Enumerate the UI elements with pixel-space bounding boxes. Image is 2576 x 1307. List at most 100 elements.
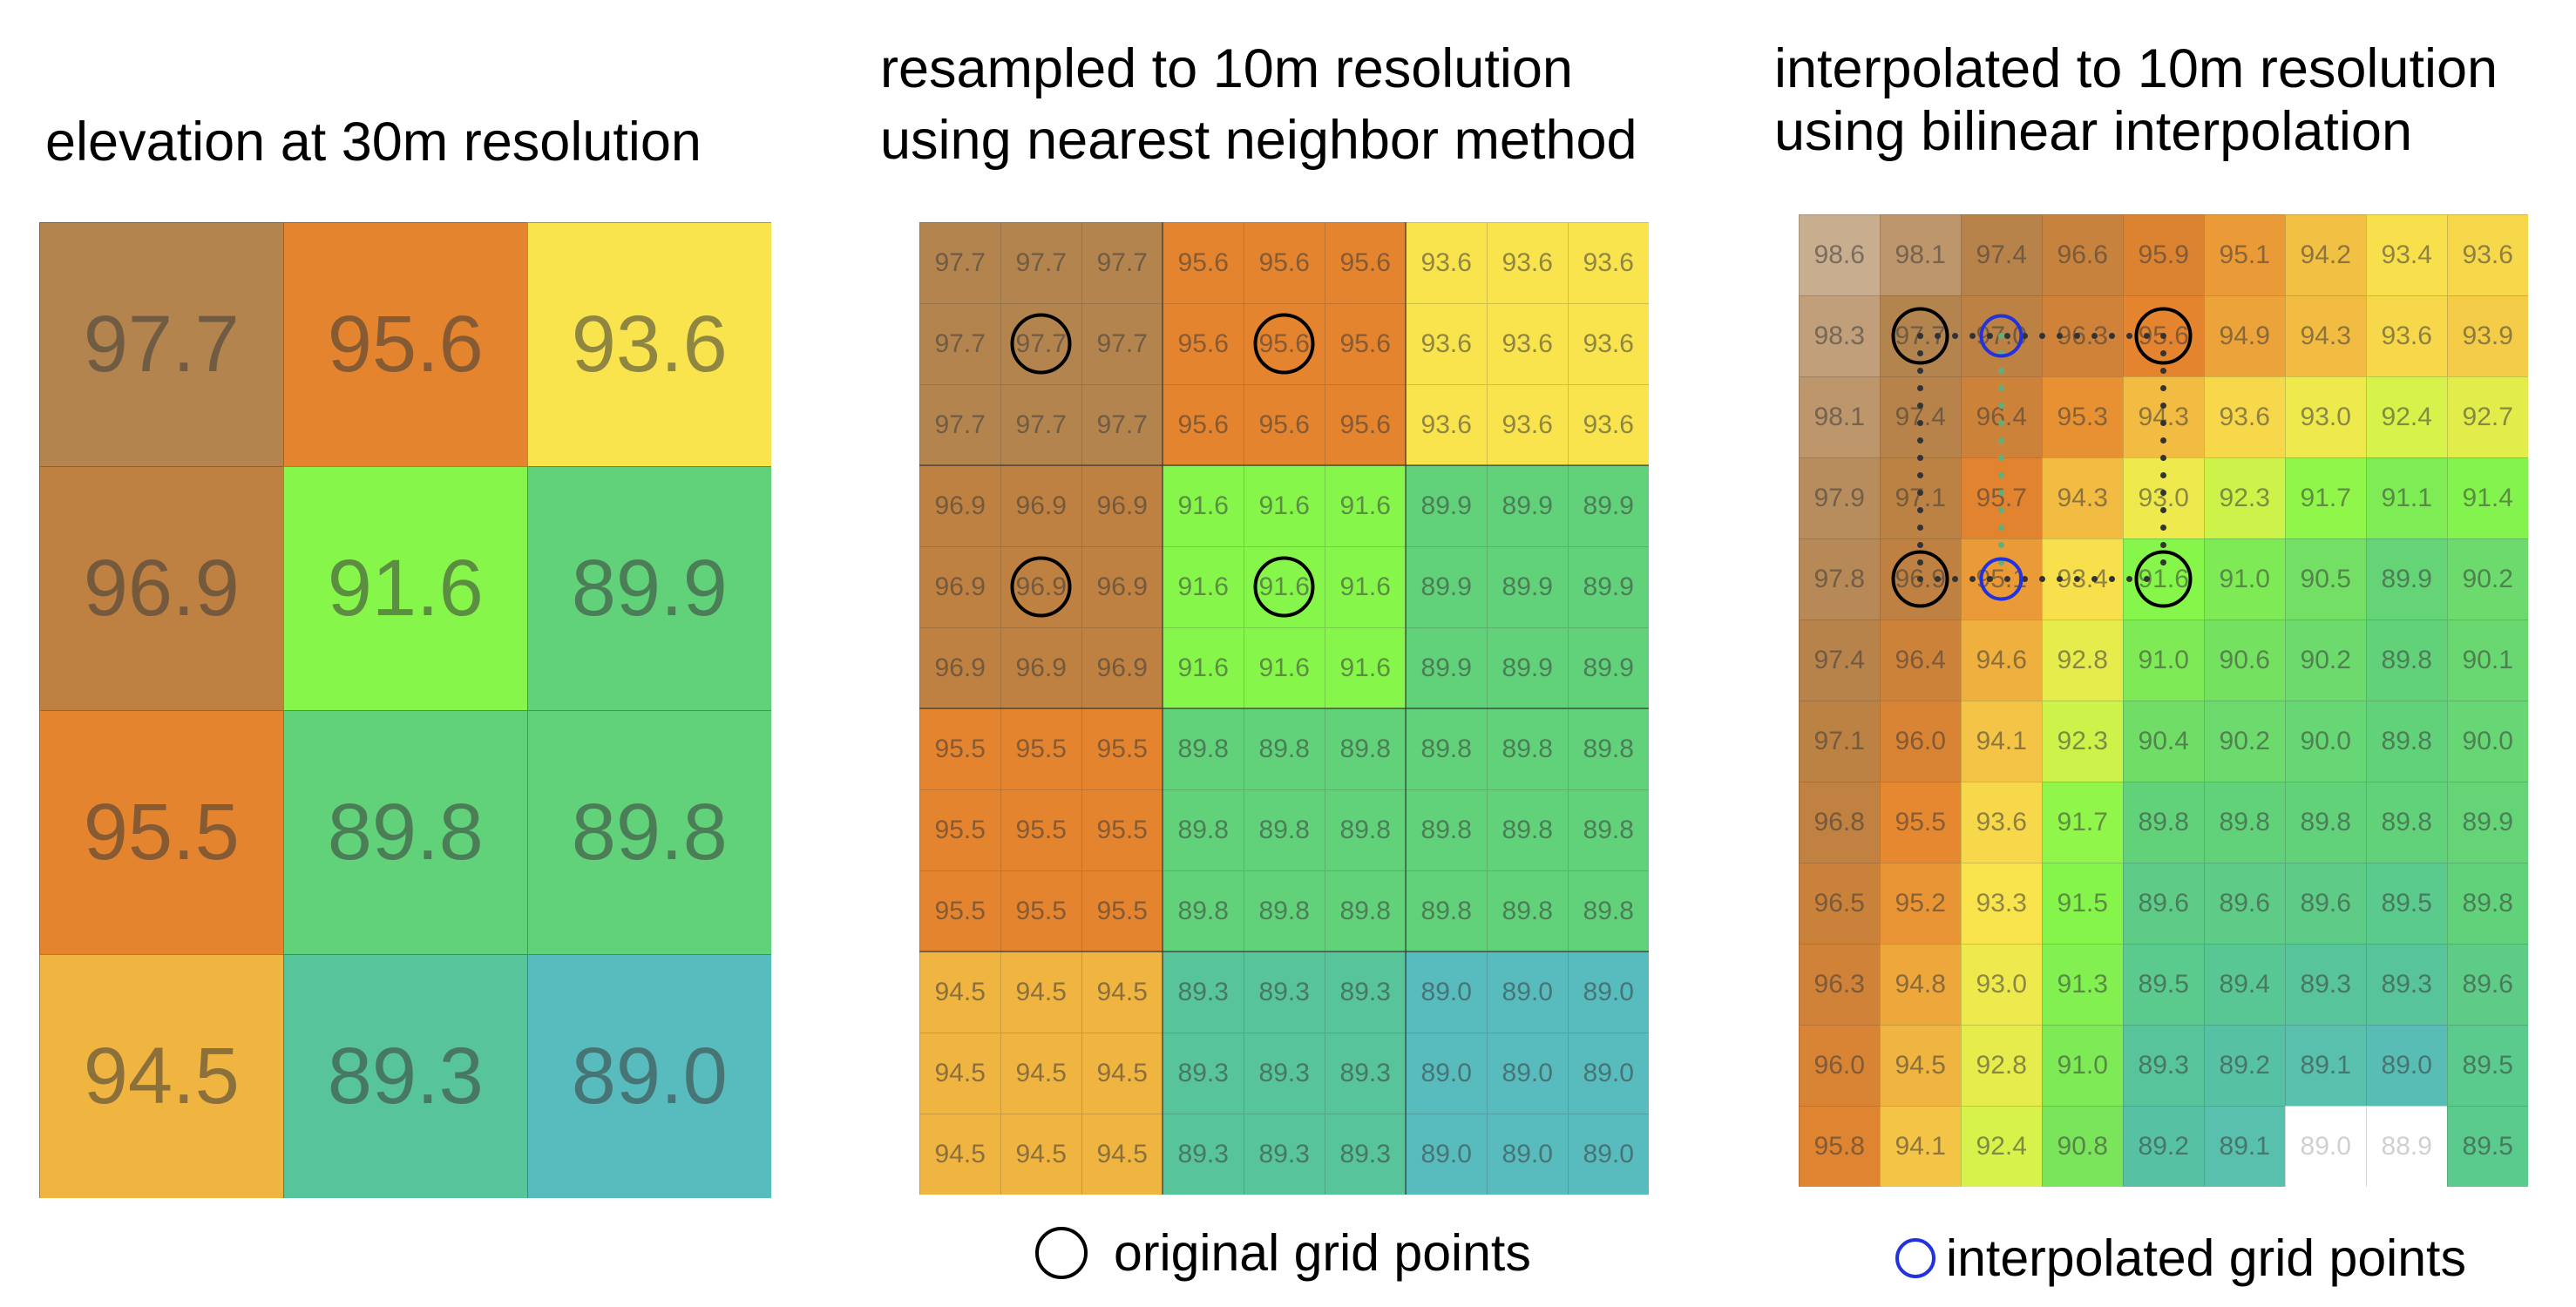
cell-value: 93.0 [1976,969,2027,999]
grid-cell: 95.8 [1799,1106,1881,1187]
cell-value: 97.8 [1813,564,1865,593]
grid-cell: 95.6 [2123,295,2205,377]
grid-cell: 89.3 [1244,1114,1325,1195]
grid-cell: 89.0 [1487,1033,1569,1114]
grid-cell: 97.1 [1799,701,1881,782]
grid-cell: 95.5 [919,789,1001,871]
grid-cell: 89.8 [1163,789,1244,871]
cell-value: 89.5 [2462,1131,2513,1161]
cell-value: 97.7 [1015,328,1067,358]
cell-value: 93.6 [1976,807,2027,836]
grid-cell: 89.9 [527,466,771,711]
grid-cell: 96.4 [1961,376,2043,458]
grid-cell: 96.6 [2042,214,2124,296]
cell-value: 97.7 [1096,410,1148,439]
grid-cell: 95.1 [2204,214,2286,296]
grid-cell: 94.1 [1961,701,2043,782]
grid-cell: 95.6 [1163,222,1244,304]
cell-value: 95.5 [83,787,240,877]
cell-value: 94.2 [2300,240,2351,269]
cell-value: 91.0 [2219,564,2270,593]
cell-value: 89.6 [2300,888,2351,918]
grid-cell: 94.5 [1081,951,1163,1033]
cell-value: 89.3 [1258,1058,1310,1087]
grid-cell: 90.2 [2285,620,2367,701]
cell-value: 89.3 [327,1031,484,1121]
grid-cell: 97.7 [1880,295,1962,377]
cell-value: 94.5 [1015,977,1067,1006]
cell-value: 89.0 [1583,1058,1634,1087]
grid-cell: 97.1 [1880,457,1962,539]
cell-value: 97.7 [83,299,240,389]
grid-cell: 95.3 [2042,376,2124,458]
grid-cell: 96.9 [1880,538,1962,620]
cell-value: 93.0 [2138,483,2189,512]
cell-value: 89.3 [1339,1139,1391,1168]
cell-value: 89.8 [2381,726,2432,755]
grid-cell: 97.7 [1000,303,1082,385]
cell-value: 96.6 [2057,240,2108,269]
grid-cell: 94.5 [1081,1033,1163,1114]
grid-cell: 89.8 [1487,789,1569,871]
grid-cell: 89.9 [1568,465,1649,547]
cell-value: 97.7 [1895,321,1946,350]
cell-value: 93.6 [1583,247,1634,277]
grid-cell: 93.4 [2366,214,2448,296]
grid-cell: 95.7 [1961,457,2043,539]
cell-value: 89.3 [1258,977,1310,1006]
cell-value: 94.1 [1895,1131,1946,1161]
grid-cell: 98.6 [1799,214,1881,296]
cell-value: 91.0 [2057,1050,2108,1080]
grid-cell: 93.3 [1961,863,2043,945]
grid-cell: 90.2 [2204,701,2286,782]
cell-value: 95.6 [1339,410,1391,439]
cell-value: 89.8 [1502,734,1553,763]
cell-value: 89.8 [1502,815,1553,844]
cell-value: 89.6 [2138,888,2189,918]
cell-value: 91.6 [1258,653,1310,682]
cell-value: 94.5 [1895,1050,1946,1080]
grid-cell: 89.5 [2447,1025,2528,1107]
grid-cell: 89.6 [2285,863,2367,945]
cell-value: 93.6 [1420,328,1472,358]
grid-cell: 97.4 [1961,214,2043,296]
grid-cell: 89.8 [1244,708,1325,790]
cell-value: 96.9 [1096,572,1148,601]
right-panel-title-line1: interpolated to 10m resolution [1774,38,2498,99]
grid-cell: 89.0 [1487,1114,1569,1195]
cell-value: 91.6 [1177,572,1229,601]
cell-value: 93.6 [1583,410,1634,439]
grid-cell: 98.1 [1799,376,1881,458]
cell-value: 89.0 [1420,1058,1472,1087]
grid-cell: 95.6 [1163,303,1244,385]
cell-value: 97.4 [1895,402,1946,431]
grid-cell: 89.3 [2285,944,2367,1026]
grid-cell: 90.5 [2285,538,2367,620]
cell-value: 95.6 [1177,247,1229,277]
grid-cell: 92.7 [2447,376,2528,458]
grid-cell: 95.6 [1325,384,1407,466]
grid-cell: 95.1 [1961,538,2043,620]
grid-cell: 92.4 [2366,376,2448,458]
grid-cell: 89.3 [1163,1114,1244,1195]
cell-value: 95.9 [2138,240,2189,269]
cell-value: 95.1 [1976,564,2027,593]
cell-value: 89.8 [1502,896,1553,925]
grid-cell: 89.3 [1325,1033,1407,1114]
cell-value: 89.8 [1258,734,1310,763]
grid-cell: 95.6 [283,222,528,467]
grid-cell: 89.8 [2366,701,2448,782]
grid-cell: 91.7 [2285,457,2367,539]
grid-cell: 94.5 [1000,951,1082,1033]
cell-value: 89.8 [1177,896,1229,925]
cell-value: 89.9 [2462,807,2513,836]
grid-cell: 89.9 [1487,546,1569,628]
grid-cell: 89.8 [1406,789,1488,871]
legend-original-grid-points: original grid points [1035,1223,1531,1283]
grid-cell: 91.6 [1163,546,1244,628]
cell-value: 89.8 [327,787,484,877]
grid-cell: 96.9 [919,627,1001,709]
cell-value: 92.4 [1976,1131,2027,1161]
cell-value: 93.6 [1502,410,1553,439]
grid-cell: 89.0 [2285,1106,2367,1187]
